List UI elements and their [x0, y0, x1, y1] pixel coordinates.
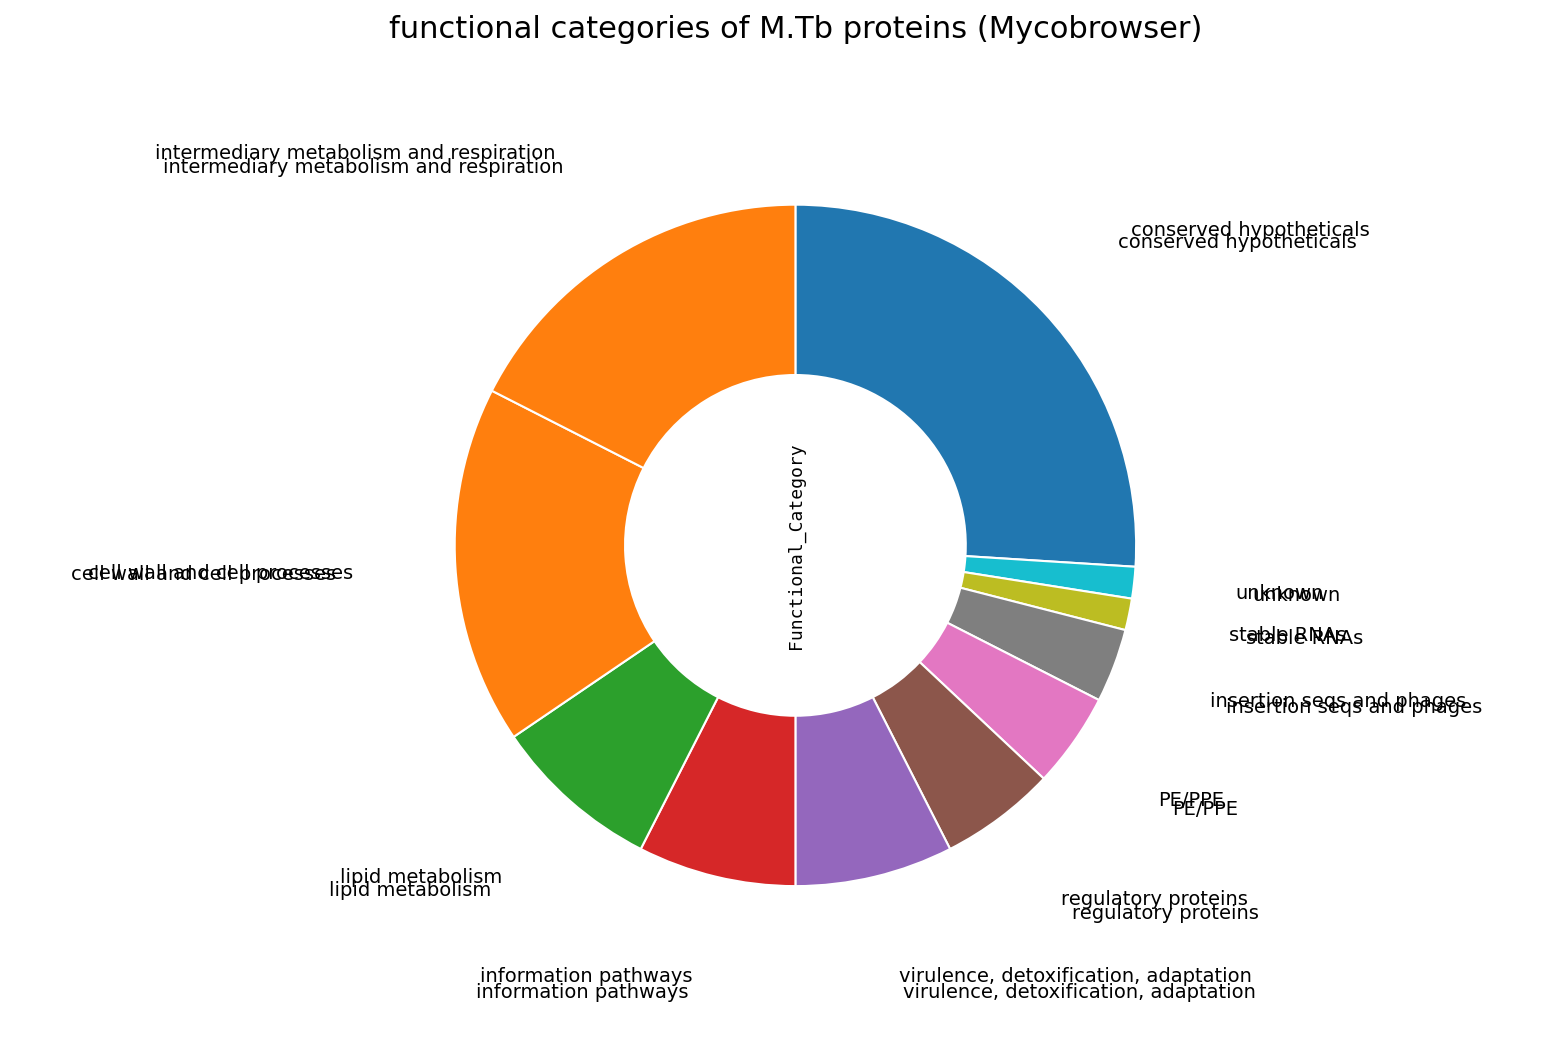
Wedge shape [491, 205, 796, 468]
Text: information pathways: information pathways [476, 983, 688, 1003]
Text: unknown: unknown [1253, 587, 1342, 605]
Text: intermediary metabolism and respiration: intermediary metabolism and respiration [154, 144, 555, 162]
Wedge shape [513, 641, 718, 849]
Title: functional categories of M.Tb proteins (Mycobrowser): functional categories of M.Tb proteins (… [388, 15, 1203, 44]
Text: cell wall and cell processes: cell wall and cell processes [72, 565, 337, 583]
Text: intermediary metabolism and respiration: intermediary metabolism and respiration [164, 158, 565, 177]
Text: PE/PPE: PE/PPE [1172, 801, 1237, 820]
Text: regulatory proteins: regulatory proteins [1061, 890, 1248, 909]
Text: stable RNAs: stable RNAs [1246, 629, 1363, 648]
Text: Functional_Category: Functional_Category [786, 442, 805, 649]
Wedge shape [641, 697, 796, 886]
Text: stable RNAs: stable RNAs [1229, 626, 1346, 645]
Text: cell wall and cell processes: cell wall and cell processes [89, 564, 354, 582]
Text: conserved hypotheticals: conserved hypotheticals [1119, 233, 1357, 252]
Text: virulence, detoxification, adaptation: virulence, detoxification, adaptation [903, 983, 1256, 1003]
Wedge shape [964, 556, 1136, 599]
Text: insertion seqs and phages: insertion seqs and phages [1226, 699, 1482, 718]
Text: lipid metabolism: lipid metabolism [329, 881, 491, 900]
Text: insertion seqs and phages: insertion seqs and phages [1209, 693, 1466, 711]
Text: PE/PPE: PE/PPE [1158, 790, 1223, 809]
Text: conserved hypotheticals: conserved hypotheticals [1131, 222, 1370, 240]
Text: lipid metabolism: lipid metabolism [340, 868, 502, 887]
Text: virulence, detoxification, adaptation: virulence, detoxification, adaptation [899, 966, 1251, 986]
Text: regulatory proteins: regulatory proteins [1072, 904, 1259, 922]
Text: information pathways: information pathways [479, 966, 693, 986]
Wedge shape [454, 391, 655, 737]
Text: unknown: unknown [1236, 584, 1324, 603]
Wedge shape [919, 623, 1098, 779]
Wedge shape [796, 697, 950, 886]
Wedge shape [872, 662, 1044, 849]
Wedge shape [961, 572, 1133, 630]
Wedge shape [947, 588, 1125, 700]
Wedge shape [796, 205, 1136, 567]
